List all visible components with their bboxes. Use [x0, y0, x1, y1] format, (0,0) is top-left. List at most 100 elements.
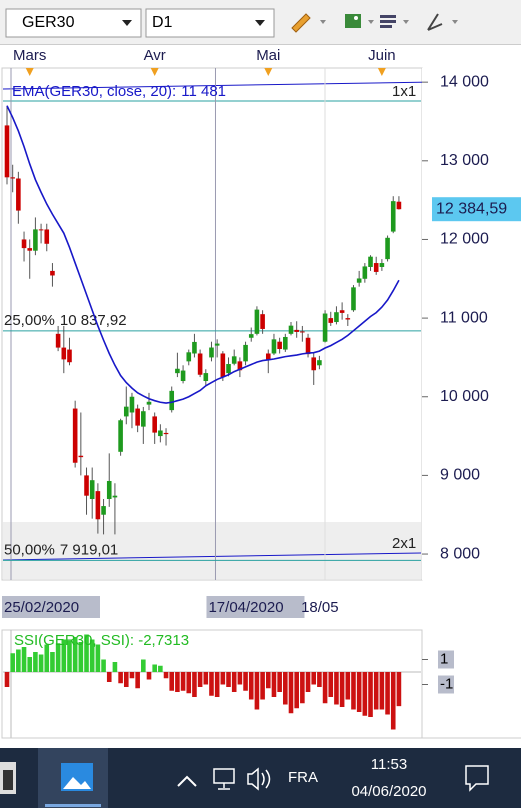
y-tick-label: 9 000: [440, 467, 480, 484]
ssi-bar: [220, 672, 226, 685]
y-tick-box: [438, 675, 454, 694]
candle-body: [67, 349, 72, 363]
ssi-bar: [106, 672, 112, 682]
ssi-bar: [317, 672, 322, 687]
price-axis: [422, 68, 521, 580]
y-tick-box: [438, 650, 454, 669]
candle-body: [158, 430, 163, 437]
candle-body: [294, 329, 299, 332]
candle-body: [44, 229, 50, 244]
candle-body: [169, 390, 175, 411]
ssi-bar: [158, 665, 163, 672]
ssi-bar: [334, 672, 339, 705]
ssi-bar: [351, 672, 356, 710]
candle-body: [271, 339, 277, 354]
candle-body: [379, 263, 385, 267]
tray-chevron[interactable]: [177, 775, 197, 787]
ssi-bar: [146, 672, 152, 680]
candle-body: [197, 353, 203, 375]
ssi-bar: [390, 672, 396, 730]
ssi-bar: [209, 672, 214, 696]
candle-body: [4, 125, 10, 178]
image-tool[interactable]: [345, 14, 374, 28]
candle-body: [345, 318, 351, 320]
ssi-bar: [10, 653, 15, 672]
candle-body: [334, 312, 339, 323]
gann-label: 2x1: [392, 535, 416, 552]
candle-body: [328, 318, 334, 323]
draw-tool[interactable]: [427, 13, 458, 31]
candle-body: [260, 314, 265, 329]
y-tick-label: 14 000: [440, 73, 489, 90]
volume-icon[interactable]: [247, 767, 271, 791]
ssi-bar: [379, 672, 385, 710]
calculator-icon[interactable]: [0, 762, 16, 794]
y-tick-label: -1: [440, 675, 453, 692]
candle-body: [237, 361, 243, 371]
date-label: 18/05: [301, 599, 339, 616]
ssi-bar: [101, 659, 106, 672]
ssi-bar: [118, 672, 123, 684]
ruler-tool[interactable]: [291, 13, 326, 33]
candle-body: [89, 480, 95, 499]
ssi-bar: [260, 672, 265, 700]
ssi-bar: [345, 672, 351, 700]
ssi-bar: [89, 639, 95, 672]
ssi-bar: [84, 634, 89, 672]
candle-body: [317, 360, 322, 366]
ssi-bar: [248, 672, 254, 700]
candle-body: [175, 368, 180, 374]
list-tool[interactable]: [380, 15, 409, 28]
candle-body: [243, 344, 248, 362]
ssi-bar: [112, 662, 118, 672]
fib-value: 7 919,01: [60, 541, 118, 558]
ssi-bar: [214, 672, 220, 697]
y-tick-label: 13 000: [440, 152, 489, 169]
candle-body: [351, 287, 356, 311]
candle-body: [390, 201, 396, 232]
ssi-bar: [265, 672, 271, 689]
ssi-bar: [16, 649, 21, 672]
clock-time[interactable]: 11:53: [371, 756, 407, 773]
fib-percent: 25,00%: [4, 312, 55, 329]
network-icon[interactable]: [213, 768, 235, 790]
ssi-bar: [231, 672, 237, 692]
candle-body: [226, 364, 231, 374]
candle-body: [95, 491, 101, 520]
candle-body: [248, 334, 254, 338]
ssi-bar: [283, 672, 288, 705]
month-label: Mars: [13, 47, 46, 64]
y-tick-label: 1: [440, 650, 448, 667]
ssi-bar: [271, 672, 277, 697]
symbol-select[interactable]: [5, 8, 142, 38]
dropdown-arrow: [122, 20, 132, 26]
photos-icon[interactable]: [61, 763, 93, 791]
ssi-bar: [277, 672, 282, 692]
clock-date[interactable]: 04/06/2020: [351, 783, 426, 800]
candle-body: [180, 370, 186, 382]
fib-label: 25,00% 10 837,92: [4, 312, 127, 329]
ssi-bar: [197, 672, 203, 687]
candle-body: [231, 356, 237, 364]
gann-line: [2, 552, 422, 561]
ssi-bar: [339, 672, 345, 707]
date-label: 17/04/2020: [208, 599, 283, 616]
fib-percent: 50,00%: [4, 541, 55, 558]
candle-body: [283, 336, 288, 350]
ssi-bar: [95, 644, 101, 672]
ssi-bar: [396, 672, 402, 707]
ssi-bar: [21, 647, 27, 672]
ssi-bar: [129, 672, 135, 679]
candle-body: [288, 325, 294, 334]
notifications-icon[interactable]: [465, 765, 489, 792]
timeframe-select[interactable]: [145, 8, 275, 38]
ssi-bar: [373, 672, 379, 710]
ssi-bar: [368, 672, 373, 717]
ssi-bar: [192, 672, 197, 697]
candle-body: [373, 263, 379, 272]
language-indicator[interactable]: FRA: [288, 769, 318, 786]
candle-body: [21, 239, 27, 249]
month-label: Juin: [368, 47, 396, 64]
ssi-bar: [328, 672, 334, 697]
